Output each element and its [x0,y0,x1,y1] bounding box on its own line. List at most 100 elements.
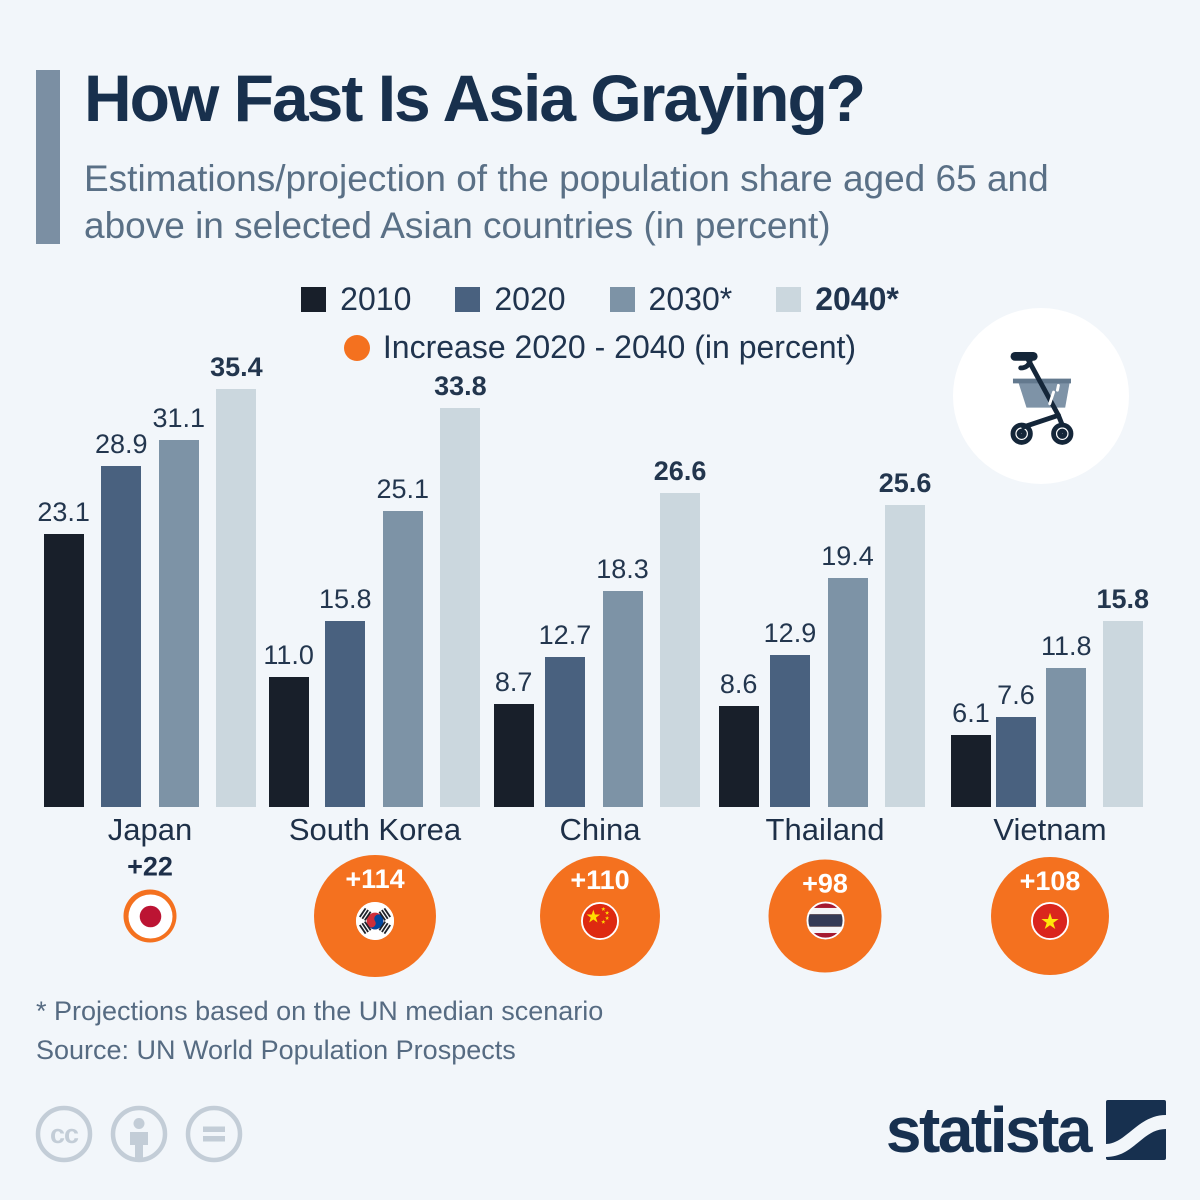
footnote: * Projections based on the UN median sce… [36,996,604,1026]
bar-2010-japan [43,534,84,807]
statista-logo-mark-icon [1106,1100,1166,1160]
bar-2040-thailand [885,505,926,807]
bar-2040-vietnam [1102,621,1143,807]
increase-value: +108 [1019,866,1081,896]
country-label: South Korea [288,812,462,847]
vietnam-flag-icon [1031,901,1069,940]
bar-2020-japan [101,466,142,807]
attribution-person-icon [110,1105,168,1163]
bar-value-label: 26.6 [653,456,707,486]
legend-label-2010: 2010 [340,281,412,317]
legend-swatch-2030 [609,287,635,312]
country-label: China [559,812,641,847]
svg-text:cc: cc [50,1119,79,1149]
bar-with-label: 11.0 [263,640,314,807]
legend-label-2030: 2030* [648,281,733,317]
bar-value-label: 8.6 [719,669,758,699]
bar-with-label: 18.3 [596,554,649,807]
increase-legend: Increase 2020 - 2040 (in percent) [0,329,1200,366]
bar-with-label: 26.6 [653,456,707,807]
country-label: Thailand [765,812,885,847]
statista-logo: statista [886,1098,1166,1162]
statista-wordmark: statista [885,1094,1093,1166]
page-title: How Fast Is Asia Graying? [84,61,866,135]
country-label: Japan [107,812,193,847]
bar-value-label: 25.6 [878,468,932,498]
china-flag-icon [581,901,619,940]
bar-group-south-korea: 11.0 15.8 25.1 33.8 South Korea +114 [263,350,487,1000]
bar-value-label: 6.1 [952,698,990,728]
increase-circle-thailand: +98 [768,859,882,973]
bar-2030-china [602,591,643,807]
bar-value-label: 19.4 [821,541,874,571]
increase-circle-china: +110 [540,856,660,976]
bar-2010-vietnam [950,735,991,807]
bar-series-container: 8.7 12.7 18.3 26.6 [493,350,706,807]
bar-2020-china [544,657,585,807]
bar-2030-japan [158,440,199,807]
bar-with-label: 12.7 [538,620,592,807]
bar-2040-japan [216,389,257,807]
bar-2020-south-korea [325,621,366,807]
bar-with-label: 8.7 [493,667,534,807]
bar-with-label: 15.8 [319,584,372,807]
thailand-flag-icon [806,901,844,940]
bar-with-label: 19.4 [821,541,874,807]
bar-with-label: 33.8 [434,371,487,807]
bar-group-thailand: 8.6 12.9 19.4 25.6 Thailand +98 [718,350,931,1000]
bar-value-label: 12.9 [763,618,817,648]
country-label: Vietnam [993,812,1107,847]
increase-circle-vietnam: +108 [991,857,1109,975]
bar-value-label: 15.8 [1096,584,1150,614]
bar-with-label: 23.1 [37,497,90,807]
bar-2040-china [660,493,701,807]
bar-value-label: 12.7 [538,620,592,650]
equal-sign-icon [185,1105,243,1163]
legend-item-2040: 2040* [776,281,899,318]
page-subtitle: Estimations/projection of the population… [84,158,1049,246]
bar-with-label: 28.9 [95,429,148,807]
bar-series-container: 11.0 15.8 25.1 33.8 [263,350,487,807]
legend-label-2020: 2020 [494,281,566,317]
bar-with-label: 25.6 [878,468,932,807]
bar-group-china: 8.7 12.7 18.3 26.6 China +110 [493,350,706,1000]
cc-license-badge: cc [33,1103,245,1165]
legend-label-2040: 2040* [815,281,899,317]
bar-series-container: 23.1 28.9 31.1 35.4 [37,350,263,807]
legend-item-2030: 2030* [609,281,733,318]
bar-with-label: 31.1 [153,403,205,807]
bar-value-label: 33.8 [434,371,487,401]
title-accent-bar [36,70,60,244]
bar-with-label: 35.4 [210,352,263,807]
bar-value-label: 28.9 [94,429,148,459]
bar-2020-vietnam [995,717,1036,807]
cc-icon: cc [35,1105,93,1163]
bar-series-container: 8.6 12.9 19.4 25.6 [718,350,931,807]
bar-with-label: 6.1 [950,698,991,807]
legend-swatch-2040 [776,287,802,312]
legend-swatch-2010 [301,287,327,312]
increase-legend-dot [343,334,370,361]
bar-value-label: 8.7 [494,667,533,697]
bar-value-label: 35.4 [210,352,263,382]
bar-with-label: 12.9 [763,618,817,807]
increase-circle-south-korea: +114 [314,855,436,977]
bar-value-label: 25.1 [376,474,430,504]
rollator-badge [953,308,1129,484]
rollator-walker-icon [1010,352,1074,445]
bar-value-label: 23.1 [37,497,90,527]
increase-value: +98 [802,868,848,899]
increase-circle-japan: +22 [123,852,177,943]
bar-value-label: 18.3 [596,554,649,584]
bar-2020-thailand [769,655,810,807]
bar-value-label: 11.0 [263,640,314,670]
bar-2030-south-korea [382,511,423,807]
bar-value-label: 15.8 [318,584,372,614]
increase-value: +114 [345,864,405,894]
bar-with-label: 15.8 [1096,584,1150,807]
bar-2010-south-korea [268,677,309,807]
bar-value-label: 11.8 [1040,631,1092,661]
bar-2030-vietnam [1046,668,1087,807]
bar-2040-south-korea [440,408,481,807]
